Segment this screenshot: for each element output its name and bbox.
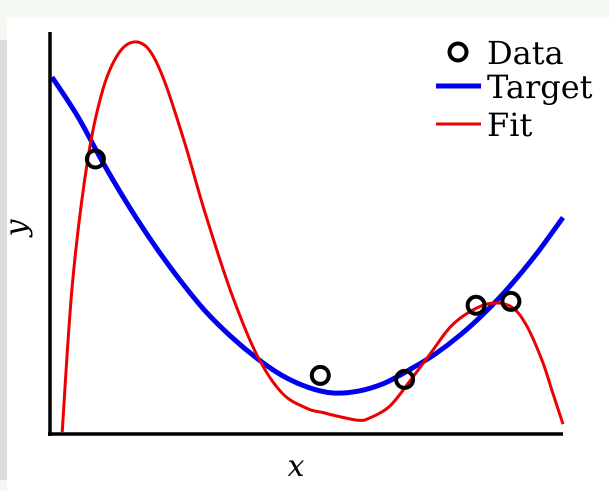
data-point xyxy=(394,368,416,390)
data-point xyxy=(309,364,331,386)
series-line-target xyxy=(49,75,566,396)
legend-label-target: Target xyxy=(487,68,593,106)
series-lines xyxy=(49,40,566,433)
legend: Data Target Fit xyxy=(436,34,593,144)
data-point xyxy=(465,294,487,316)
data-points xyxy=(84,148,522,390)
plot-background xyxy=(7,18,609,491)
x-axis-label: x xyxy=(288,449,305,484)
data-point xyxy=(500,290,522,312)
legend-label-fit: Fit xyxy=(487,106,532,144)
y-axis-label: y xyxy=(0,218,34,238)
legend-label-data: Data xyxy=(487,34,564,72)
legend-data-marker-icon xyxy=(447,41,469,63)
data-point xyxy=(84,148,106,170)
series-line-fit xyxy=(60,40,565,433)
